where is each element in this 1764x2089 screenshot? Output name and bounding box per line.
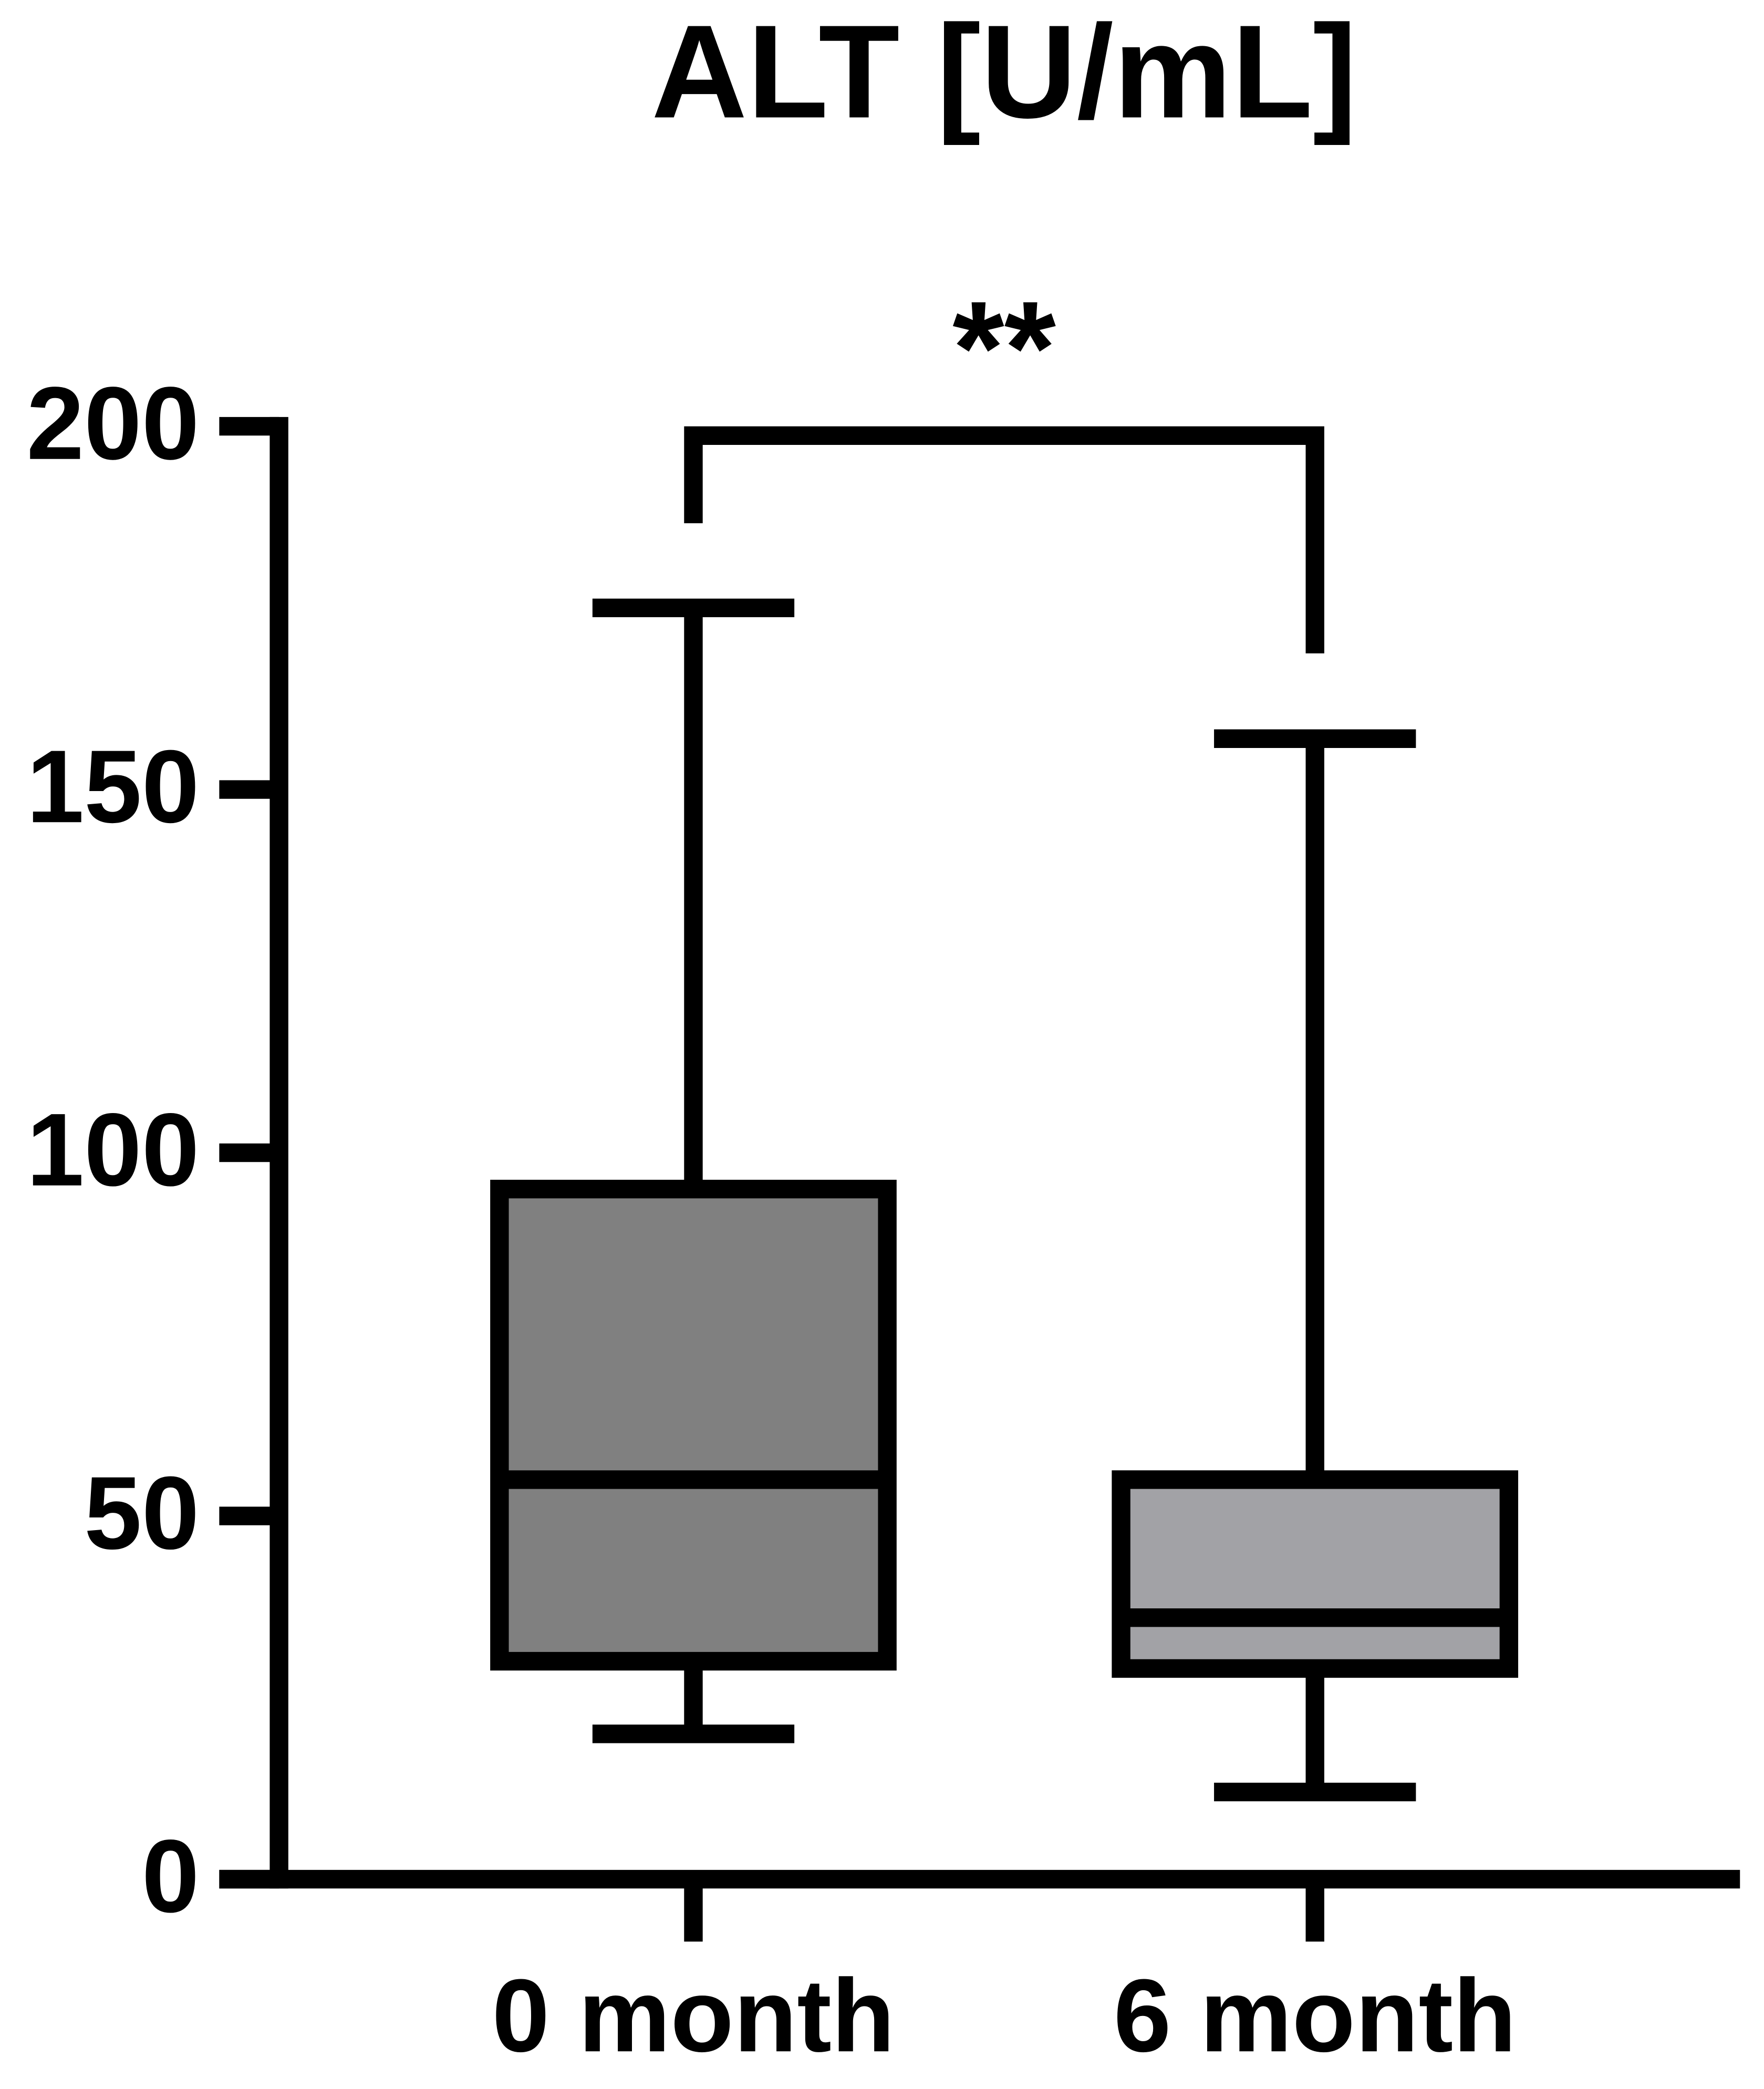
chart-title: ALT [U/mL] [651,0,1357,146]
y-tick-label: 150 [26,728,199,844]
y-tick-label: 0 [142,1818,200,1934]
box [490,1180,897,1671]
significance-bracket [684,426,1324,653]
y-tick-label: 50 [84,1454,199,1571]
y-tick-label: 100 [26,1092,199,1208]
box [1112,1470,1519,1678]
x-tick-label: 6 month [1114,1957,1517,2073]
significance-annotation: ** [952,273,1056,422]
x-tick-label: 0 month [492,1957,895,2073]
y-tick-label: 200 [26,365,199,481]
